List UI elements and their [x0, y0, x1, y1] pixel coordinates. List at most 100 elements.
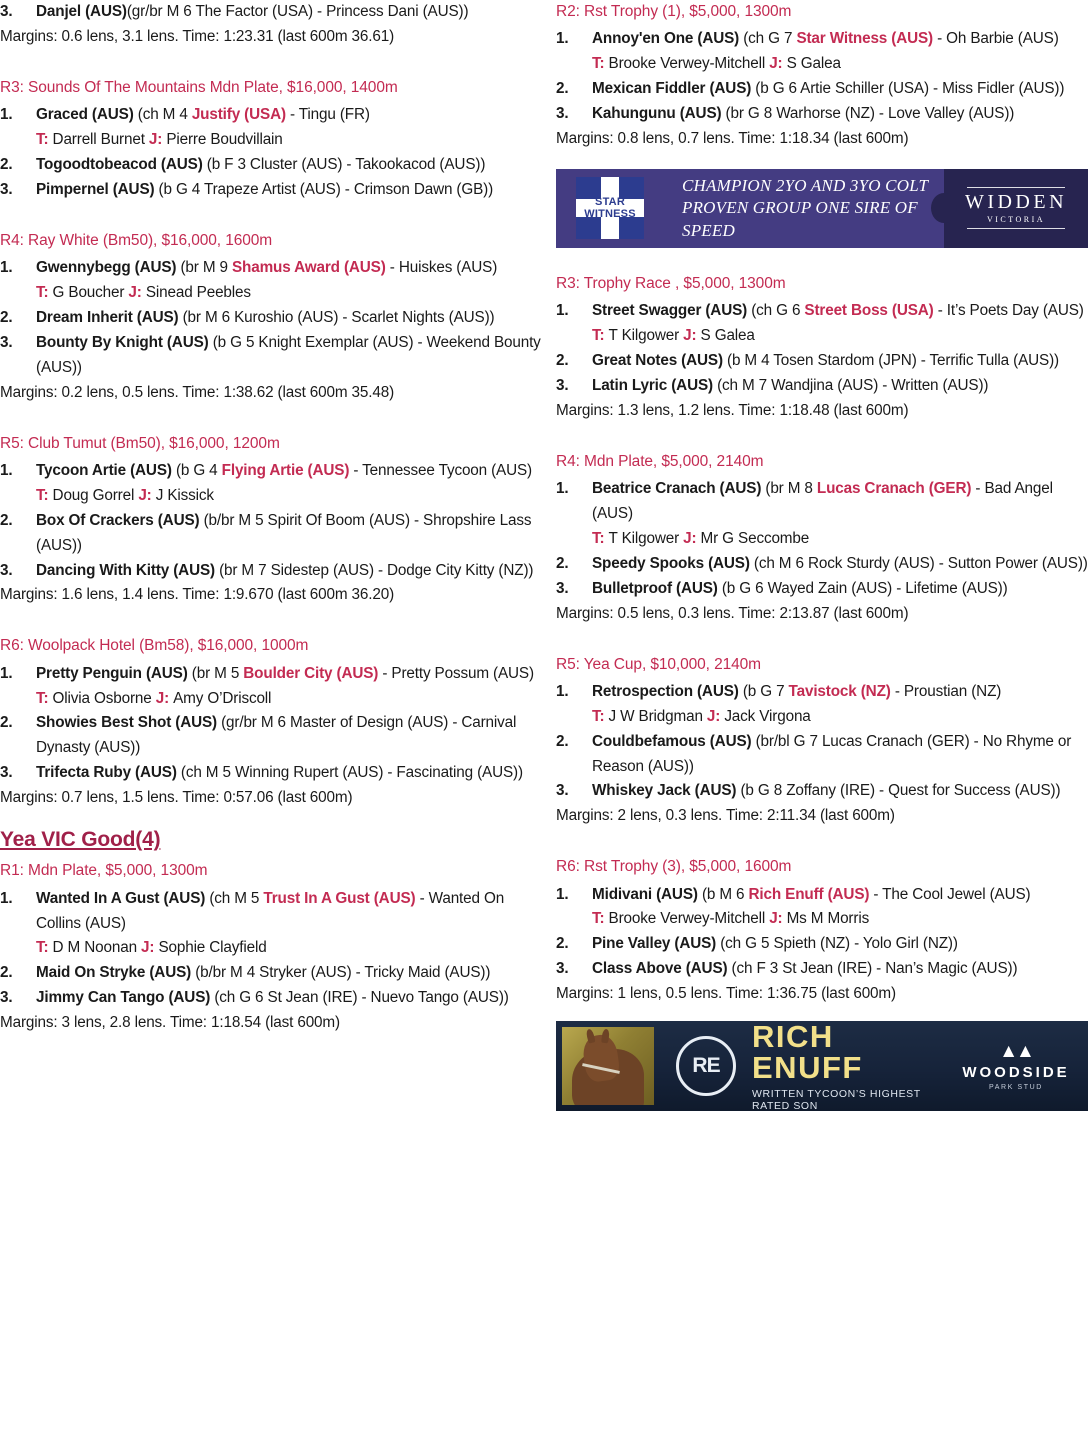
breeding-prefix: (ch M 7: [717, 376, 772, 394]
horse-name: Tycoon Artie (AUS): [36, 461, 176, 479]
sire-name: Rock Sturdy (AUS): [807, 554, 935, 572]
race-block: R5: Club Tumut (Bm50), $16,000, 1200m 1. T…: [0, 432, 545, 609]
finish-position: 1.: [0, 889, 13, 907]
jockey-label: J:: [706, 707, 725, 725]
right-column: R2: Rst Trophy (1), $5,000, 1300m 1. Annoy…: [545, 0, 1089, 1430]
runner-row: 1. Wanted In A Gust (AUS) (ch M 5 Trust I…: [0, 887, 545, 937]
sire-name: Warhorse (NZ): [776, 105, 875, 123]
rich-enuff-subtitle: WRITTEN TYCOON’S HIGHEST RATED SON: [752, 1087, 921, 1112]
breeding-suffix: - Written (AUS)): [878, 376, 989, 394]
finish-position: 3.: [556, 579, 569, 597]
race-block: R6: Woolpack Hotel (Bm58), $16,000, 1000…: [0, 634, 545, 811]
trainer-label: T:: [592, 55, 609, 73]
jockey-name: Ms M Morris: [786, 910, 870, 928]
breeding-suffix: - Weekend Bounty (AUS)): [36, 333, 541, 376]
race-block: R1: Mdn Plate, $5,000, 1300m 1. Wanted In …: [0, 859, 545, 1036]
horse-name: Togoodtobeacod (AUS): [36, 155, 207, 173]
right-race-list-top: R2: Rst Trophy (1), $5,000, 1300m 1. Annoy…: [556, 0, 1089, 152]
trainer-name: Doug Gorrel: [52, 486, 139, 504]
breeding-suffix: - The Cool Jewel (AUS): [869, 885, 1031, 903]
runner-row: 3. Bulletproof (AUS) (b G 6 Wayed Zain (A…: [556, 577, 1089, 602]
breeding-prefix: (b/br M 4: [195, 964, 260, 982]
breeding-suffix: - Terrific Tulla (AUS)): [916, 351, 1059, 369]
breeding-suffix: - It’s Poets Day (AUS): [933, 302, 1084, 320]
margins-line: Margins: 0.5 lens, 0.3 lens. Time: 2:13.…: [556, 604, 909, 622]
breeding-prefix: (ch F 3: [731, 960, 783, 978]
trainer-jockey-line: T: T Kilgower J: S Galea: [556, 324, 1089, 349]
ad-copy-line2: PROVEN GROUP ONE SIRE OF SPEED: [682, 198, 918, 240]
breeding-prefix: (b M 4: [727, 351, 774, 369]
finish-position: 1.: [556, 682, 569, 700]
horse-name: Box Of Crackers (AUS): [36, 511, 204, 529]
runner-row: 2. Dream Inherit (AUS) (br M 6 Kuroshio (…: [0, 306, 545, 331]
runner-row: 2. Showies Best Shot (AUS) (gr/br M 6 Mas…: [0, 711, 545, 761]
sire-name: St Jean (IRE): [782, 960, 873, 978]
jockey-label: J:: [769, 910, 787, 928]
breeding-prefix: (b G 4: [175, 461, 222, 479]
woodside-logo-icon: ▲▲ WOODSIDE PARK STUD: [952, 1042, 1088, 1091]
race-heading: R1: Mdn Plate, $5,000, 1300m: [0, 862, 208, 880]
runner-row: 3. Pimpernel (AUS) (b G 4 Trapeze Artist …: [0, 178, 545, 203]
runner-row: 2. Box Of Crackers (AUS) (b/br M 5 Spirit…: [0, 509, 545, 559]
horse-name: Mexican Fiddler (AUS): [592, 80, 756, 98]
trainer-jockey-line: T: Doug Gorrel J: J Kissick: [0, 484, 545, 509]
finish-position: 3.: [556, 960, 569, 978]
breeding-suffix: - Sutton Power (AUS)): [934, 554, 1088, 572]
breeding-suffix: - Dodge City Kitty (NZ)): [373, 561, 534, 579]
race-heading: R4: Mdn Plate, $5,000, 2140m: [556, 452, 764, 470]
breeding-suffix: - Nuevo Tango (AUS)): [357, 989, 509, 1007]
runner-row: 2. Speedy Spooks (AUS) (ch M 6 Rock Sturd…: [556, 552, 1089, 577]
breeding-suffix: - Wanted On Collins (AUS): [36, 889, 505, 932]
trainer-jockey-line: T: T Kilgower J: Mr G Seccombe: [556, 527, 1089, 552]
breeding-suffix: - Quest for Success (AUS)): [874, 782, 1061, 800]
runner-row: 3. Dancing With Kitty (AUS) (br M 7 Sides…: [0, 559, 545, 584]
finish-position: 1.: [0, 259, 13, 277]
breeding-prefix: (b G 5: [212, 333, 259, 351]
jockey-name: Sophie Clayfield: [158, 939, 267, 957]
sire-name: Spirit Of Boom (AUS): [267, 511, 411, 529]
breeding-suffix: - Oh Barbie (AUS): [933, 30, 1059, 48]
breeding-prefix: (ch M 4: [137, 106, 192, 124]
margins-line: Margins: 1.6 lens, 1.4 lens. Time: 1:9.6…: [0, 586, 395, 604]
horse-name: Dream Inherit (AUS): [36, 308, 183, 326]
breeding-prefix: (b G 8: [740, 782, 787, 800]
sire-name: Tosen Stardom (JPN): [773, 351, 917, 369]
jockey-name: Amy O’Driscoll: [173, 689, 272, 707]
race-block: R4: Ray White (Bm50), $16,000, 1600m 1. Gw…: [0, 229, 545, 406]
breeding-prefix: (ch G 7: [743, 30, 797, 48]
finish-position: 3.: [556, 105, 569, 123]
finish-position: 2.: [556, 80, 569, 98]
left-column: 3. Danjel (AUS)(gr/br M 6 The Factor (USA…: [0, 3, 545, 1036]
finish-position: 3.: [556, 782, 569, 800]
sire-name: Artie Schiller (USA): [800, 80, 929, 98]
breeding-prefix: (b G 7: [742, 682, 789, 700]
breeding-suffix: - Fascinating (AUS)): [383, 764, 523, 782]
ad-star-witness-banner[interactable]: STAR WITNESS CHAMPION 2YO AND 3YO COLT P…: [556, 168, 1088, 248]
trainer-name: Brooke Verwey-Mitchell: [608, 55, 770, 73]
finish-position: 3.: [0, 3, 13, 20]
breeding-prefix: (gr/br M 6: [221, 714, 290, 732]
race-block: R6: Rst Trophy (3), $5,000, 1600m 1. Midiv…: [556, 855, 1089, 1007]
race-heading: R2: Rst Trophy (1), $5,000, 1300m: [556, 3, 792, 20]
horse-name: Bounty By Knight (AUS): [36, 333, 213, 351]
horse-name: Trifecta Ruby (AUS): [36, 764, 181, 782]
runner-row: 1. Retrospection (AUS) (b G 7 Tavistock (…: [556, 680, 1089, 705]
left-race-list: R3: Sounds Of The Mountains Mdn Plate, $…: [0, 76, 545, 811]
ad-rich-enuff-banner[interactable]: RE RICH ENUFF WRITTEN TYCOON’S HIGHEST R…: [556, 1021, 1088, 1112]
left-meeting-race-list: R1: Mdn Plate, $5,000, 1300m 1. Wanted In …: [0, 859, 545, 1036]
breeding-suffix: - Crimson Dawn (GB)): [340, 180, 494, 198]
trainer-label: T:: [36, 939, 53, 957]
sire-name: Rich Enuff (AUS): [748, 885, 870, 903]
horse-name: Speedy Spooks (AUS): [592, 554, 754, 572]
finish-position: 2.: [0, 964, 13, 982]
horse-photo-icon: [562, 1027, 654, 1106]
sire-name: Boulder City (AUS): [243, 664, 379, 682]
sire-name: St Jean (IRE): [267, 989, 358, 1007]
breeding-prefix: (ch M 6: [753, 554, 808, 572]
breeding-suffix: - Carnival Dynasty (AUS)): [36, 714, 517, 757]
jockey-label: J:: [683, 327, 701, 345]
runner-row: 3. Latin Lyric (AUS) (ch M 7 Wandjina (AU…: [556, 374, 1089, 399]
breeding-suffix: - Pretty Possum (AUS): [378, 664, 534, 682]
rich-enuff-title: RICH ENUFF: [752, 1021, 863, 1085]
